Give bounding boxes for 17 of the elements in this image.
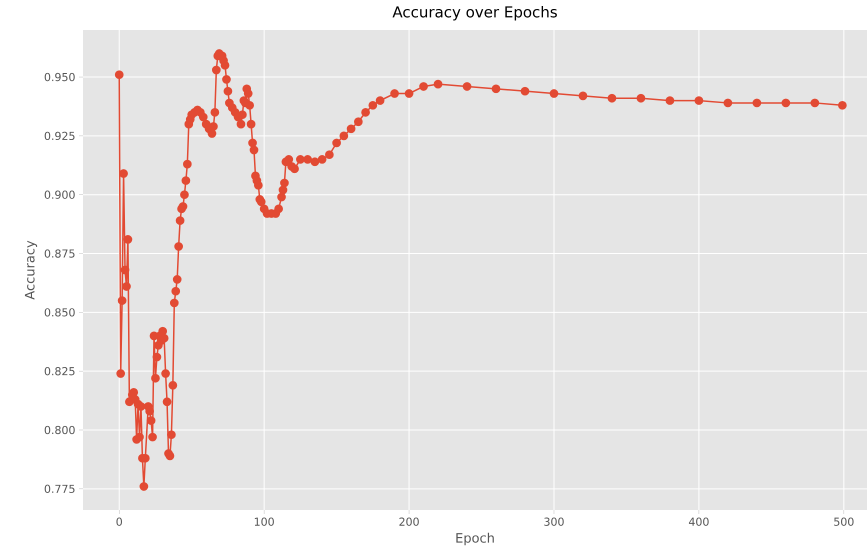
x-tick-label: 0 — [116, 518, 122, 526]
x-tick-label: 500 — [834, 518, 854, 526]
y-tick-label: 0.875 — [44, 249, 74, 258]
y-tick-label: 0.925 — [44, 132, 74, 140]
y-tick-label: 0.900 — [44, 190, 75, 199]
y-tick-label: 0.775 — [44, 484, 74, 493]
y-tick-label: 0.850 — [44, 308, 75, 317]
chart-title: Accuracy over Epochs — [392, 6, 557, 20]
y-tick-label: 0.950 — [44, 72, 75, 82]
x-tick-label: 300 — [544, 518, 564, 526]
x-tick-label: 400 — [688, 518, 709, 526]
x-axis-title: Epoch — [456, 532, 494, 546]
y-tick-label: 0.800 — [44, 426, 75, 434]
y-axis-title: Accuracy — [24, 240, 38, 300]
y-tick-label: 0.825 — [44, 367, 74, 376]
x-tick-label: 200 — [399, 518, 419, 526]
x-tick-label: 100 — [254, 518, 274, 526]
